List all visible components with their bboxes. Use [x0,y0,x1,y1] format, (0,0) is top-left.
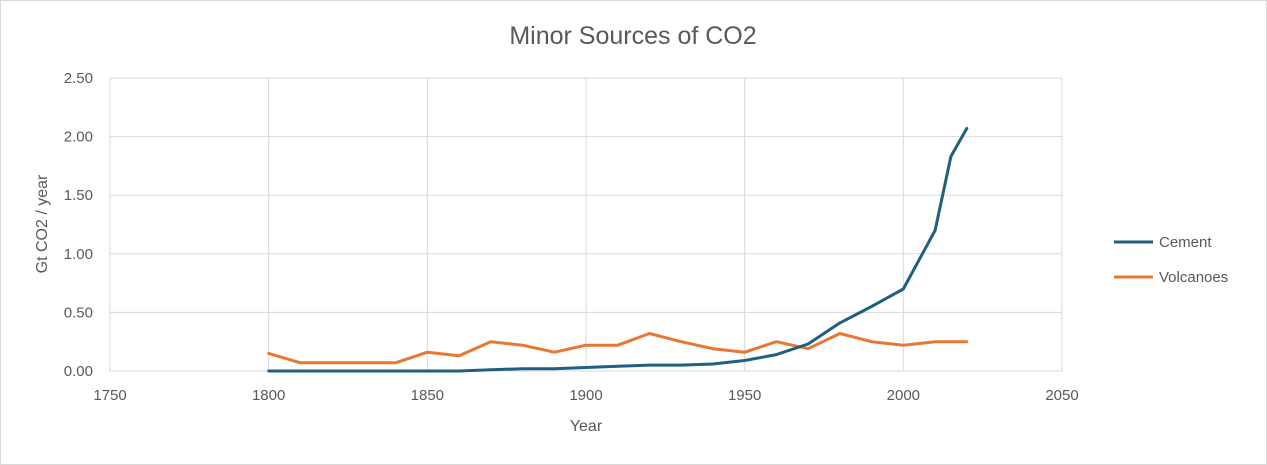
y-tick-label: 1.50 [64,187,93,204]
legend-label-volcanoes: Volcanoes [1159,269,1228,286]
x-tick-labels: 1750 1800 1850 1900 1950 2000 2050 [93,387,1078,404]
y-tick-label: 2.50 [64,70,93,87]
series-line-cement [267,126,969,373]
y-tick-label: 0.50 [64,304,93,321]
series-layer [267,126,969,373]
x-tick-label: 1850 [411,387,444,404]
grid-layer [109,77,1063,372]
x-tick-label: 2000 [887,387,920,404]
x-tick-label: 1750 [93,387,126,404]
y-tick-label: 0.00 [64,363,93,380]
x-tick-label: 1900 [569,387,602,404]
y-tick-labels: 0.00 0.50 1.00 1.50 2.00 2.50 [64,70,93,380]
chart-title: Minor Sources of CO2 [509,22,756,50]
x-tick-label: 1950 [728,387,761,404]
legend: Cement Volcanoes [1114,234,1228,286]
x-tick-label: 2050 [1045,387,1078,404]
legend-label-cement: Cement [1159,234,1212,251]
x-axis-title: Year [570,418,603,435]
y-tick-label: 2.00 [64,129,93,146]
series-line-volcanoes [267,332,969,365]
x-tick-label: 1800 [252,387,285,404]
y-axis-title: Gt CO2 / year [34,174,51,273]
y-tick-label: 1.00 [64,246,93,263]
